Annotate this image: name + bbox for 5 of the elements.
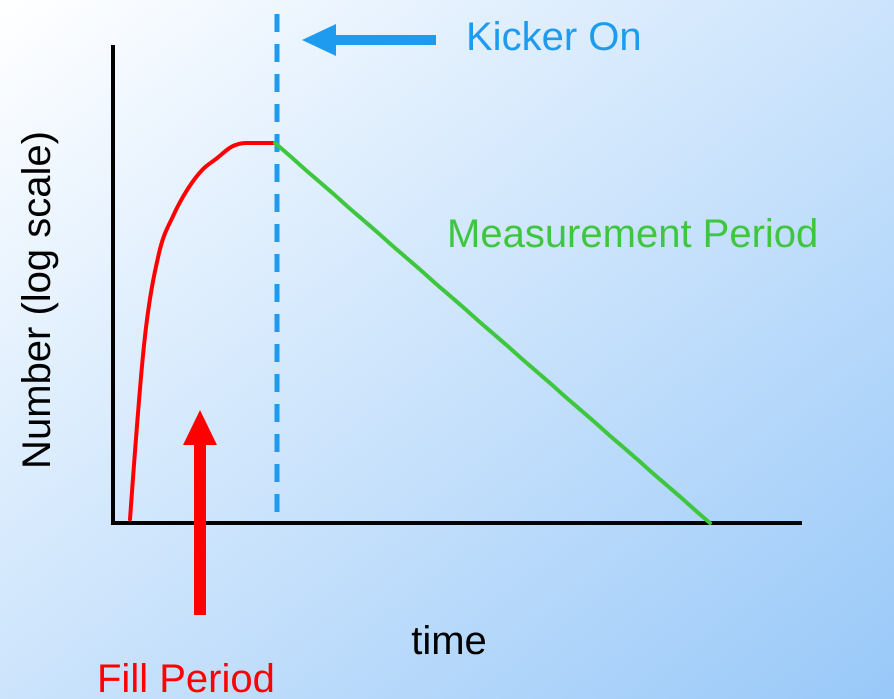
- annotation: Measurement Period: [447, 212, 818, 256]
- text: Kicker On: [466, 15, 642, 59]
- text: Fill Period: [97, 657, 275, 699]
- y-axis-title: Number (log scale): [15, 131, 59, 469]
- x-axis-title: time: [411, 619, 487, 663]
